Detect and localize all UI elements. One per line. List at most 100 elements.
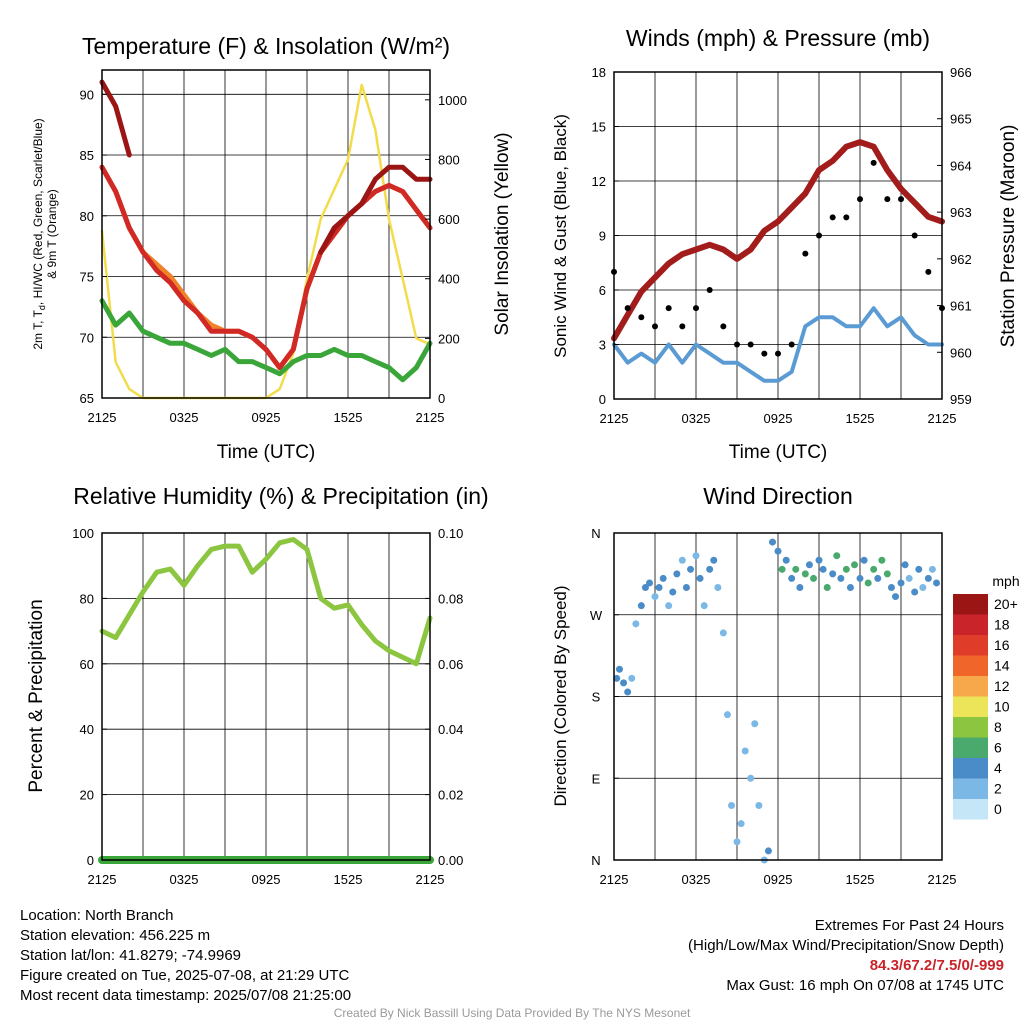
humidity-ytick-label: 80 [80, 591, 94, 606]
direction-point [837, 574, 845, 582]
winds-xtick-label: 0325 [682, 411, 711, 426]
gust-point [829, 214, 836, 221]
direction-point [915, 565, 923, 573]
winds-rtick-label: 966 [950, 65, 972, 80]
humidity-ytick-label: 20 [80, 788, 94, 803]
direction-point [723, 711, 731, 719]
speed-legend-swatch [953, 778, 988, 799]
direction-point [710, 556, 718, 564]
direction-point [769, 538, 777, 546]
humidity-chart-title: Relative Humidity (%) & Precipitation (i… [73, 483, 488, 509]
direction-point [815, 556, 823, 564]
gust-point [911, 232, 918, 239]
direction-xtick-label: 2125 [600, 872, 629, 887]
direction-point [741, 747, 749, 755]
direction-point [905, 574, 913, 582]
speed-legend-swatch [953, 676, 988, 697]
direction-point [641, 584, 649, 591]
winds-ytick-label: 15 [592, 120, 606, 135]
temperature-rtick-label: 0 [438, 391, 445, 406]
direction-point [673, 570, 681, 578]
gust-point [734, 341, 740, 348]
direction-point [874, 574, 882, 582]
gust-point [747, 341, 754, 348]
direction-point [788, 574, 796, 582]
direction-ytick-label: W [590, 608, 603, 623]
pressure-y-axis-label: Station Pressure (Maroon) [998, 125, 1019, 348]
humidity-y-axis-label: Percent & Precipitation [26, 599, 47, 792]
winds-rtick-label: 960 [950, 345, 972, 360]
speed-legend-swatch [953, 696, 988, 717]
direction-point [829, 570, 837, 578]
direction-point [810, 574, 818, 582]
solar-y-axis-label: Solar Insolation (Yellow) [492, 132, 513, 335]
direction-xtick-label: 1525 [846, 872, 875, 887]
extremes-title: Extremes For Past 24 Hours [814, 917, 1004, 934]
humidity-rtick-label: 0.00 [438, 853, 463, 868]
speed-legend-title: mph [992, 573, 1019, 589]
direction-point [924, 574, 932, 582]
speed-legend-swatch [953, 655, 988, 676]
temperature-ytick-label: 85 [80, 148, 94, 163]
humidity-ytick-label: 60 [80, 657, 94, 672]
direction-y-axis-label: Direction (Colored By Speed) [551, 585, 570, 806]
direction-point [860, 556, 868, 564]
direction-point [615, 665, 623, 673]
speed-legend-label: 16 [994, 637, 1010, 653]
speed-legend-swatch [953, 717, 988, 738]
speed-legend-label: 20+ [994, 596, 1018, 612]
winds-ytick-label: 6 [599, 283, 606, 298]
direction-point [613, 674, 621, 682]
humidity-xtick-label: 2125 [88, 872, 117, 887]
humidity-rtick-label: 0.06 [438, 657, 463, 672]
speed-legend-swatch [953, 614, 988, 635]
winds-chart-title: Winds (mph) & Pressure (mb) [626, 25, 930, 51]
direction-point [659, 574, 667, 582]
direction-point [655, 584, 663, 591]
direction-point [887, 584, 895, 591]
direction-point [665, 602, 673, 610]
heatindex-series [99, 79, 433, 255]
speed-legend-label: 8 [994, 719, 1002, 735]
direction-point [805, 561, 813, 569]
extremes-values: 84.3/67.2/7.5/0/-999 [869, 957, 1004, 974]
speed-legend-label: 12 [994, 678, 1010, 694]
temperature-y-axis-label-line2: & 9m T (Orange) [45, 189, 59, 279]
winds-rtick-label: 963 [950, 205, 972, 220]
temperature-x-axis-label: Time (UTC) [217, 442, 316, 463]
gust-point [775, 350, 781, 357]
gust-point [857, 196, 863, 203]
direction-point [764, 847, 772, 855]
direction-point [819, 565, 827, 573]
direction-ytick-label: N [591, 853, 600, 868]
winds-rtick-label: 959 [950, 392, 972, 407]
direction-point [778, 565, 786, 573]
direction-xtick-label: 0925 [764, 872, 793, 887]
direction-point [751, 720, 759, 728]
winds-rtick-label: 962 [950, 252, 972, 267]
temp-series [99, 164, 433, 371]
humidity-ytick-label: 100 [72, 526, 94, 541]
direction-point [823, 584, 831, 591]
speed-legend-label: 18 [994, 617, 1010, 633]
winds-ytick-label: 3 [599, 338, 606, 353]
temperature-ytick-label: 65 [80, 391, 94, 406]
winds-xtick-label: 0925 [764, 411, 793, 426]
direction-point [719, 629, 727, 637]
winds-ytick-label: 12 [592, 174, 606, 189]
gust-point [652, 323, 658, 330]
direction-point [682, 584, 690, 591]
direction-point [919, 584, 927, 591]
temperature-ytick-label: 70 [80, 330, 94, 345]
dewpoint-series [99, 298, 433, 383]
temperature-rtick-label: 1000 [438, 93, 467, 108]
humidity-rtick-label: 0.02 [438, 788, 463, 803]
gust-point [802, 250, 809, 257]
winds-rtick-label: 965 [950, 112, 972, 127]
temperature-plot-frame [101, 69, 431, 399]
humidity-ytick-label: 0 [87, 853, 94, 868]
direction-point [796, 584, 804, 591]
direction-ytick-label: N [591, 526, 600, 541]
direction-xtick-label: 2125 [928, 872, 957, 887]
